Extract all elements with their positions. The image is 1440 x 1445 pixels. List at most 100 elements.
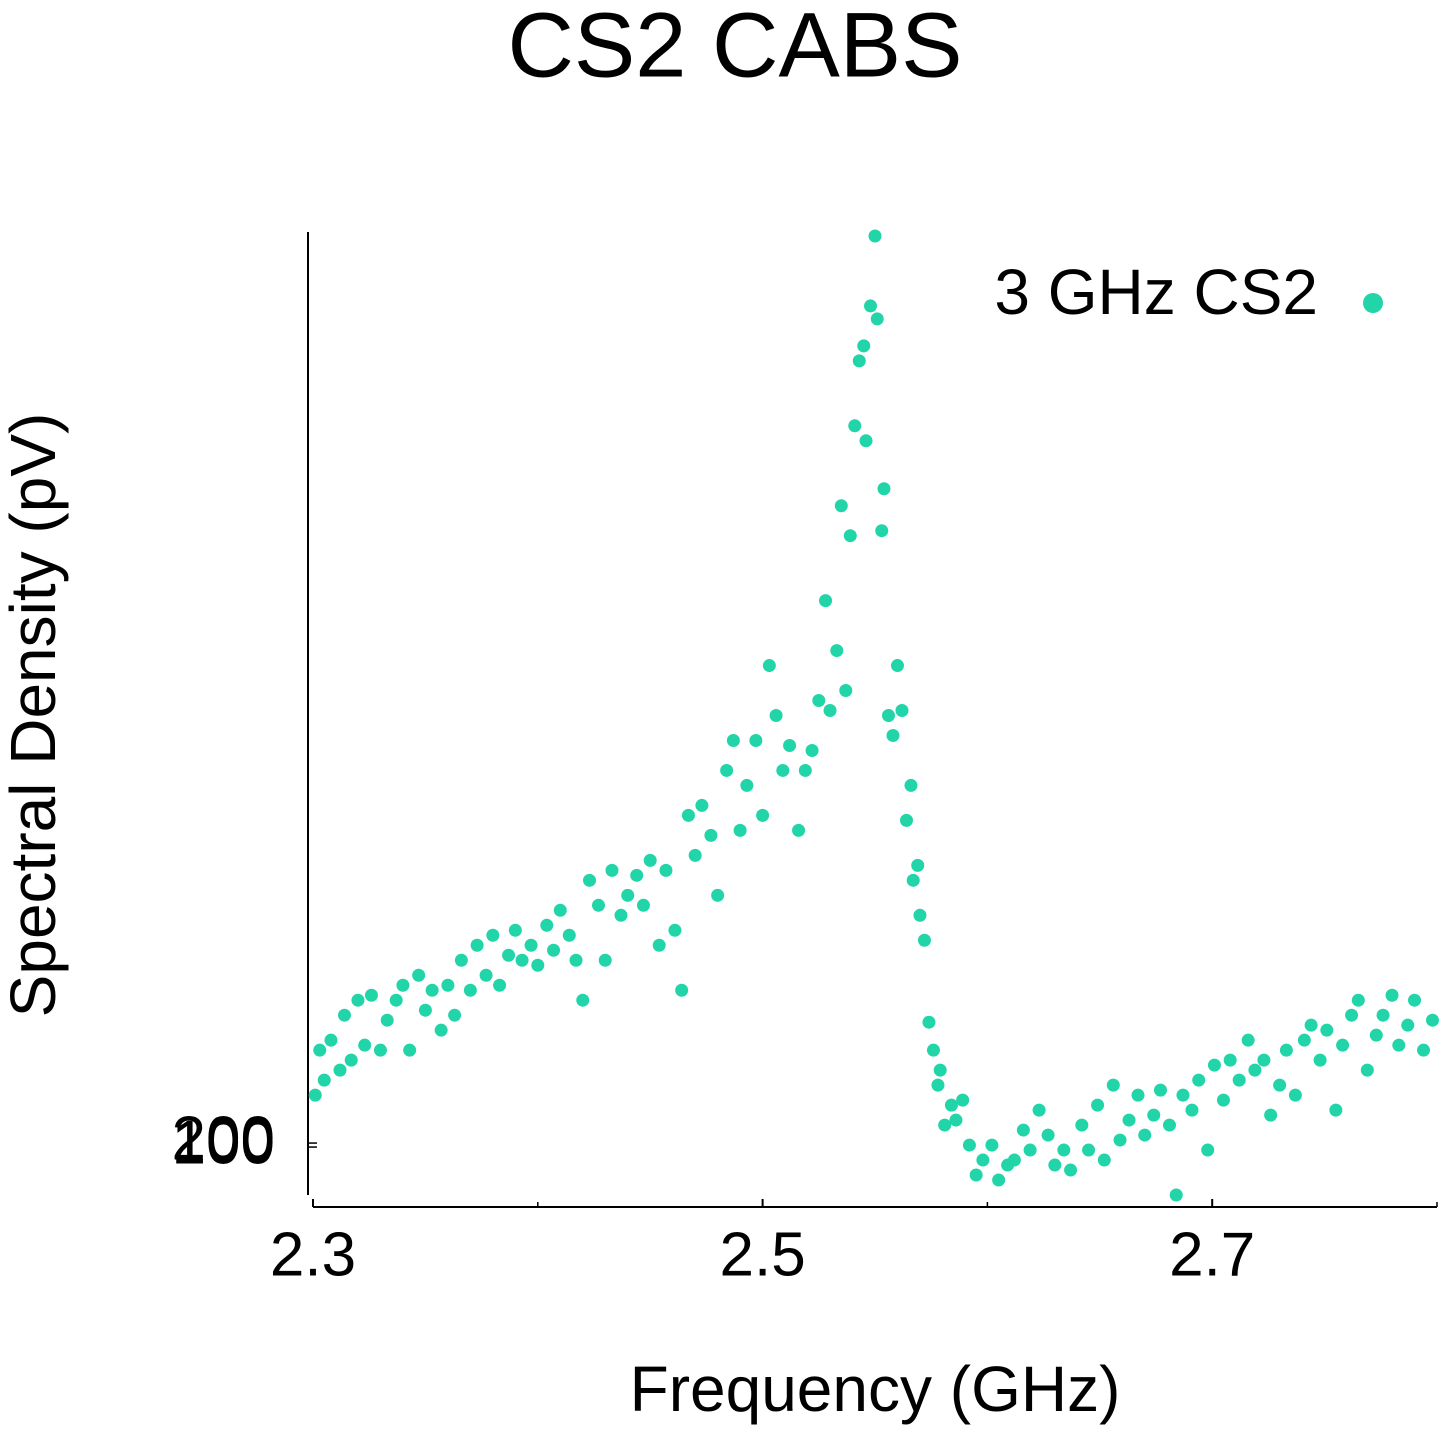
data-point [1041,1128,1055,1142]
data-point [1313,1053,1327,1067]
data-point [1264,1108,1278,1122]
data-point [720,763,734,777]
data-point [976,1153,990,1167]
data-point [938,1118,952,1132]
data-point [834,499,848,513]
data-point [859,434,873,448]
data-point [1138,1128,1152,1142]
data-point [502,948,516,962]
data-point [733,823,747,837]
data-point [1297,1033,1311,1047]
x-axis-label: Frequency (GHz) [630,1353,1121,1425]
data-point [906,873,920,887]
legend-marker [1363,293,1383,313]
data-point [493,978,507,992]
data-point [614,908,628,922]
data-point [711,888,725,902]
data-point [931,1078,945,1092]
data-point [783,738,797,752]
data-point [1122,1113,1136,1127]
data-point [870,312,884,326]
y-tick-label: 100 [172,1108,275,1177]
data-point [857,339,871,353]
data-point [1064,1163,1078,1177]
data-point [922,1015,936,1029]
data-point [1091,1098,1105,1112]
data-point [380,1013,394,1027]
y-axis-label: Spectral Density (pV) [0,413,69,1018]
data-point [1153,1083,1167,1097]
data-point [1007,1153,1021,1167]
x-tick-label: 2.7 [1169,1220,1255,1289]
data-point [726,733,740,747]
data-point [1360,1063,1374,1077]
data-point [1075,1118,1089,1132]
data-point [598,953,612,967]
data-point [515,953,529,967]
data-point [962,1138,976,1152]
data-point [1131,1088,1145,1102]
data-point [926,1043,940,1057]
data-point [1169,1188,1183,1202]
data-point [1057,1143,1071,1157]
data-point [412,968,426,982]
data-point [313,1043,327,1057]
data-point [769,709,783,723]
data-point [652,938,666,952]
legend-label: 3 GHz CS2 [994,256,1318,328]
data-point [479,968,493,982]
data-point [1097,1153,1111,1167]
data-point [890,659,904,673]
data-point [805,743,819,757]
data-point [470,938,484,952]
data-point [917,933,931,947]
data-point [1032,1103,1046,1117]
data-point [911,858,925,872]
data-point [1304,1018,1318,1032]
data-point [1345,1008,1359,1022]
data-point [695,798,709,812]
data-point [704,828,718,842]
data-point [1016,1123,1030,1137]
data-point [524,938,538,952]
data-point [358,1038,372,1052]
data-point [448,1008,462,1022]
data-point [1106,1078,1120,1092]
data-point [740,778,754,792]
data-point [868,229,882,243]
data-point [848,419,862,433]
data-point [1241,1033,1255,1047]
data-point [630,868,644,882]
data-point [1273,1078,1287,1092]
data-point [531,958,545,972]
data-point [839,684,853,698]
data-point [333,1063,347,1077]
data-point [547,943,561,957]
data-point [1048,1158,1062,1172]
data-point [1385,988,1399,1002]
data-point [364,988,378,1002]
data-point [553,903,567,917]
data-point [1207,1058,1221,1072]
data-point [913,908,927,922]
data-point [389,993,403,1007]
data-point [904,778,918,792]
data-point [985,1138,999,1152]
data-point [1113,1133,1127,1147]
data-point [337,1008,351,1022]
data-point [1192,1073,1206,1087]
data-point [351,993,365,1007]
data-point [1417,1043,1431,1057]
data-point [1392,1038,1406,1052]
x-tick-label: 2.3 [270,1220,356,1289]
data-point [1201,1143,1215,1157]
data-point [403,1043,417,1057]
data-point [605,863,619,877]
data-point [1216,1093,1230,1107]
data-point [621,888,635,902]
data-point [886,728,900,742]
data-point [830,644,844,658]
data-point [1351,993,1365,1007]
data-point [418,1003,432,1017]
